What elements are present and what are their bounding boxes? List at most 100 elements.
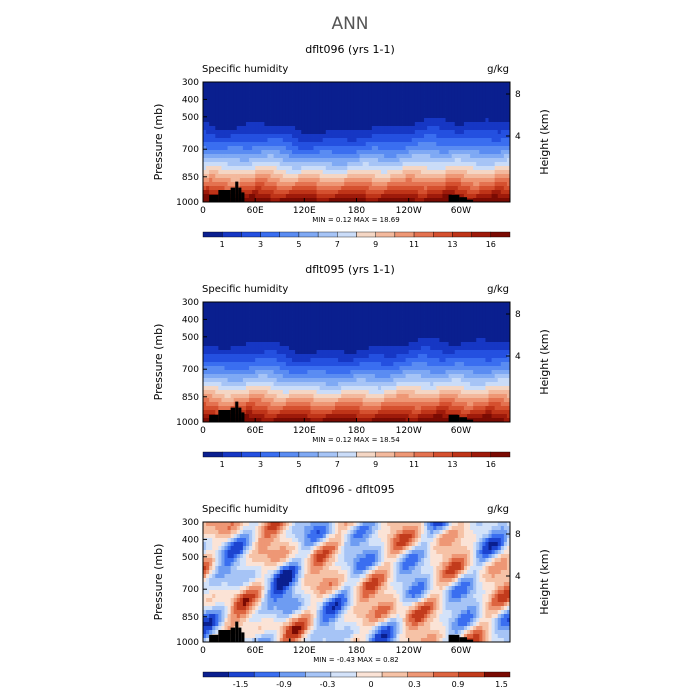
field-cell bbox=[463, 186, 468, 191]
field-cell bbox=[488, 130, 492, 135]
field-cell bbox=[436, 150, 440, 155]
field-cell bbox=[439, 154, 443, 159]
field-cell bbox=[325, 122, 330, 127]
field-cell bbox=[430, 186, 434, 191]
field-cell bbox=[230, 350, 235, 355]
field-cell bbox=[506, 146, 511, 151]
field-cell bbox=[411, 150, 416, 155]
field-cell bbox=[212, 186, 216, 191]
field-cell bbox=[288, 310, 293, 315]
field-cell bbox=[463, 118, 468, 123]
field-cell bbox=[365, 314, 370, 319]
field-cell bbox=[420, 374, 425, 379]
field-cell bbox=[264, 186, 268, 191]
field-cell bbox=[359, 314, 364, 319]
field-cell bbox=[454, 314, 459, 319]
field-cell bbox=[506, 170, 511, 175]
field-cell bbox=[218, 146, 222, 151]
field-cell bbox=[387, 86, 391, 91]
field-cell bbox=[221, 122, 225, 127]
field-cell bbox=[506, 158, 511, 163]
field-cell bbox=[497, 90, 502, 95]
field-cell bbox=[414, 126, 419, 131]
field-cell bbox=[451, 374, 456, 379]
field-cell bbox=[221, 106, 225, 111]
field-cell bbox=[310, 162, 314, 167]
field-cell bbox=[433, 374, 437, 379]
field-cell bbox=[442, 150, 446, 155]
field-cell bbox=[448, 106, 453, 111]
field-cell bbox=[476, 166, 480, 171]
field-cell bbox=[206, 186, 210, 191]
field-cell bbox=[245, 198, 250, 203]
field-cell bbox=[442, 126, 446, 131]
field-cell bbox=[350, 142, 354, 147]
field-cell bbox=[218, 102, 222, 107]
field-cell bbox=[347, 190, 351, 195]
field-cell bbox=[491, 194, 496, 199]
field-cell bbox=[313, 82, 317, 87]
field-cell bbox=[316, 146, 321, 151]
field-cell bbox=[424, 342, 428, 347]
field-cell bbox=[396, 334, 400, 339]
field-cell bbox=[350, 146, 354, 151]
field-cell bbox=[325, 366, 330, 371]
field-cell bbox=[402, 122, 407, 127]
field-cell bbox=[215, 158, 219, 163]
field-cell bbox=[390, 322, 394, 327]
field-cell bbox=[359, 126, 364, 131]
field-cell bbox=[460, 366, 465, 371]
field-cell bbox=[411, 350, 416, 355]
field-cell bbox=[485, 198, 489, 203]
field-cell bbox=[494, 170, 499, 175]
field-cell bbox=[270, 150, 275, 155]
field-cell bbox=[457, 106, 462, 111]
field-cell bbox=[445, 90, 449, 95]
field-cell bbox=[497, 150, 502, 155]
field-cell bbox=[430, 102, 434, 107]
field-cell bbox=[328, 318, 333, 323]
field-cell bbox=[325, 318, 330, 323]
field-cell bbox=[245, 322, 250, 327]
field-cell bbox=[411, 138, 416, 143]
field-cell bbox=[408, 90, 413, 95]
field-cell bbox=[252, 162, 256, 167]
field-cell bbox=[460, 174, 465, 179]
field-cell bbox=[436, 102, 440, 107]
field-cell bbox=[476, 302, 480, 307]
field-cell bbox=[203, 190, 207, 195]
field-cell bbox=[218, 138, 222, 143]
field-cell bbox=[203, 102, 207, 107]
field-cell bbox=[467, 342, 471, 347]
y-tick-label: 1000 bbox=[176, 198, 199, 208]
field-cell bbox=[356, 142, 360, 147]
field-cell bbox=[488, 162, 492, 167]
field-cell bbox=[374, 118, 379, 123]
field-cell bbox=[448, 186, 453, 191]
field-cell bbox=[230, 102, 235, 107]
field-cell bbox=[500, 94, 505, 99]
field-cell bbox=[430, 130, 434, 135]
y-tick-label: 500 bbox=[182, 113, 199, 123]
field-cell bbox=[476, 134, 480, 139]
field-cell bbox=[424, 306, 428, 311]
field-cell bbox=[411, 126, 416, 131]
field-cell bbox=[203, 182, 207, 187]
field-cell bbox=[276, 118, 281, 123]
field-cell bbox=[292, 314, 296, 319]
field-cell bbox=[203, 198, 207, 203]
field-cell bbox=[396, 354, 400, 359]
field-cell bbox=[405, 98, 410, 103]
field-cell bbox=[396, 146, 400, 151]
field-cell bbox=[500, 346, 505, 351]
field-cell bbox=[227, 306, 232, 311]
field-cell bbox=[448, 346, 453, 351]
field-cell bbox=[387, 162, 391, 167]
field-cell bbox=[402, 350, 407, 355]
field-cell bbox=[344, 122, 348, 127]
field-cell bbox=[249, 118, 253, 123]
field-cell bbox=[359, 106, 364, 111]
field-cell bbox=[503, 162, 508, 167]
field-cell bbox=[255, 378, 259, 383]
field-cell bbox=[454, 374, 459, 379]
